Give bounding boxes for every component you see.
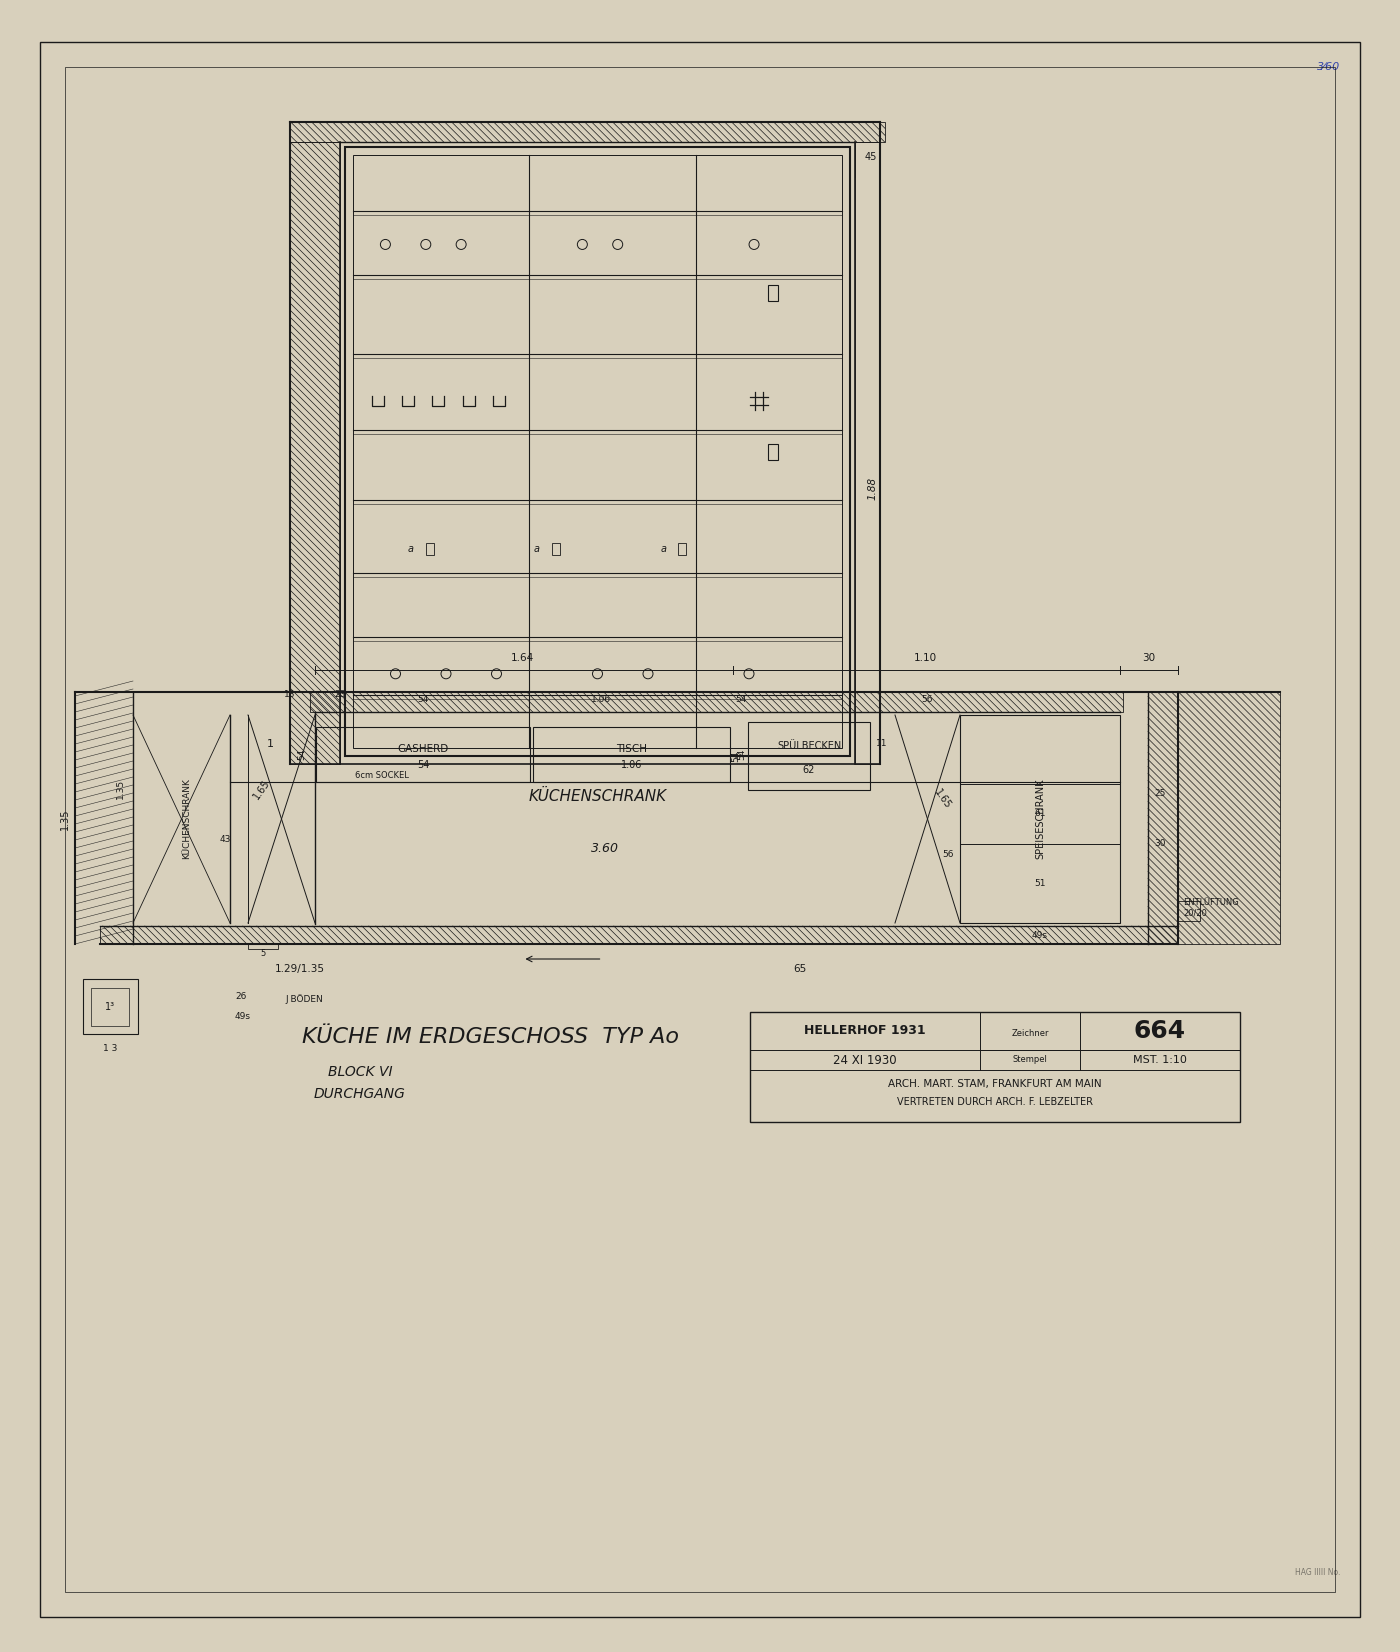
Text: 54: 54	[738, 748, 746, 760]
Text: 23: 23	[335, 691, 346, 699]
Text: 1.35: 1.35	[116, 780, 125, 800]
Text: 30: 30	[1142, 653, 1155, 662]
Text: KÜCHE IM ERDGESCHOSS  TYP Ao: KÜCHE IM ERDGESCHOSS TYP Ao	[301, 1028, 679, 1047]
Bar	[855, 142, 881, 763]
Bar	[678, 544, 686, 555]
Bar	[960, 715, 1120, 923]
Text: 61: 61	[1035, 809, 1046, 818]
Text: 56: 56	[921, 695, 934, 704]
Text: TISCH: TISCH	[616, 743, 647, 753]
Text: 1: 1	[266, 738, 273, 748]
Text: HAG IIIII No.: HAG IIIII No.	[1295, 1568, 1340, 1578]
Text: 5: 5	[260, 948, 266, 958]
Text: 62: 62	[802, 765, 815, 775]
Text: MST. 1:10: MST. 1:10	[1133, 1056, 1187, 1066]
Bar	[426, 544, 434, 555]
Bar	[769, 286, 778, 301]
Text: 54: 54	[417, 695, 428, 704]
Bar	[83, 980, 139, 1034]
Text: 45: 45	[865, 152, 878, 162]
Text: 1.88: 1.88	[868, 476, 878, 499]
Text: SPEISESCHRANK: SPEISESCHRANK	[1035, 778, 1044, 859]
Bar	[748, 722, 869, 790]
Text: 1.65: 1.65	[932, 788, 953, 811]
Bar	[533, 727, 729, 781]
Text: 1.29/1.35: 1.29/1.35	[274, 965, 325, 975]
Text: 1.06: 1.06	[620, 760, 643, 770]
Text: 30: 30	[1154, 839, 1166, 849]
Text: 49s: 49s	[1032, 932, 1049, 940]
Text: 1.06: 1.06	[591, 695, 612, 704]
Text: 54: 54	[735, 695, 746, 704]
Text: BLOCK VI: BLOCK VI	[328, 1066, 392, 1079]
Bar	[1177, 900, 1200, 922]
Text: 54: 54	[297, 748, 307, 760]
Text: HELLERHOF 1931: HELLERHOF 1931	[804, 1024, 925, 1037]
Text: 56: 56	[942, 851, 953, 859]
Text: 664: 664	[1134, 1019, 1186, 1042]
Text: ENTLÜFTUNG
20/20: ENTLÜFTUNG 20/20	[1183, 899, 1239, 919]
Text: 3.60: 3.60	[591, 843, 619, 856]
Bar	[99, 927, 1177, 943]
Text: Stempel: Stempel	[1012, 1056, 1047, 1064]
Bar	[290, 142, 340, 763]
Text: 43: 43	[220, 834, 231, 844]
Text: 1³: 1³	[105, 1003, 115, 1013]
Text: 6cm SOCKEL: 6cm SOCKEL	[356, 771, 409, 780]
Text: 24 XI 1930: 24 XI 1930	[833, 1054, 897, 1067]
Text: 13: 13	[284, 691, 295, 699]
Text: Zeichner: Zeichner	[1011, 1029, 1049, 1039]
Bar	[353, 155, 841, 748]
Bar	[552, 544, 560, 555]
Text: a: a	[661, 544, 666, 553]
Text: SPÜLBECKEN: SPÜLBECKEN	[777, 740, 841, 750]
Bar	[1148, 692, 1280, 943]
Bar	[248, 943, 279, 948]
Text: 1.10: 1.10	[913, 653, 937, 662]
Text: 54: 54	[417, 760, 430, 770]
Bar	[290, 122, 885, 142]
Text: 26: 26	[235, 991, 246, 1001]
Bar	[316, 727, 531, 781]
Bar	[309, 692, 1123, 712]
Text: 1.65: 1.65	[251, 778, 272, 801]
Text: ARCH. MART. STAM, FRANKFURT AM MAIN: ARCH. MART. STAM, FRANKFURT AM MAIN	[888, 1079, 1102, 1089]
Text: KÜCHENSCHRANK: KÜCHENSCHRANK	[528, 790, 666, 805]
Text: DURCHGANG: DURCHGANG	[314, 1087, 406, 1100]
Text: GASHERD: GASHERD	[398, 743, 448, 753]
Text: J BÖDEN: J BÖDEN	[286, 995, 323, 1004]
Text: 11: 11	[876, 738, 888, 748]
Text: 54: 54	[731, 750, 741, 762]
Text: a: a	[407, 544, 413, 553]
Text: a: a	[533, 544, 540, 553]
Text: VERTRETEN DURCH ARCH. F. LEBZELTER: VERTRETEN DURCH ARCH. F. LEBZELTER	[897, 1097, 1093, 1107]
Bar	[344, 147, 850, 757]
Bar	[91, 988, 129, 1026]
Text: 3⁄60: 3⁄60	[1317, 63, 1340, 73]
Text: 25: 25	[1155, 790, 1166, 798]
Text: 1.35: 1.35	[60, 808, 70, 829]
Text: 1 3: 1 3	[102, 1044, 118, 1052]
Text: 65: 65	[794, 965, 806, 975]
Text: 51: 51	[1035, 879, 1046, 889]
Text: 49s: 49s	[235, 1013, 251, 1021]
Text: KÜCHENSCHRANK: KÜCHENSCHRANK	[182, 778, 190, 859]
Text: 1.64: 1.64	[511, 653, 535, 662]
Bar	[769, 443, 778, 459]
Bar	[750, 1013, 1240, 1122]
